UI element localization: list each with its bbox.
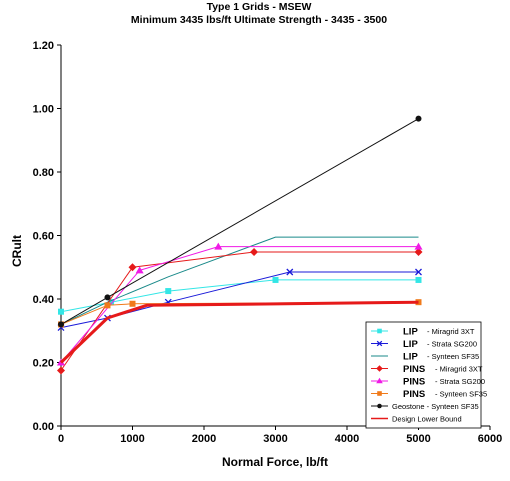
data-point — [415, 299, 422, 306]
x-tick-label: 4000 — [335, 433, 359, 445]
series-path — [60, 251, 419, 371]
y-axis-label: CRult — [10, 235, 24, 267]
data-point — [250, 248, 259, 257]
series-path — [60, 236, 419, 325]
legend-entry: LIP - Miragrid 3XT — [371, 327, 475, 338]
x-tick-label: 0 — [58, 433, 64, 445]
legend-label: - Synteen SF35 — [435, 390, 487, 399]
legend-entry: Geostone - Synteen SF35 — [371, 402, 479, 411]
y-tick-label: 0.20 — [33, 358, 54, 370]
data-point — [57, 366, 65, 375]
x-tick-label: 1000 — [120, 433, 144, 445]
legend-tag: LIP — [403, 327, 418, 338]
legend-tag: LIP — [403, 352, 418, 363]
legend-label: Geostone - Synteen SF35 — [392, 402, 479, 411]
data-point — [129, 300, 136, 307]
legend-tag: PINS — [403, 364, 425, 375]
y-tick-label: 0.40 — [33, 294, 54, 306]
legend-entry: PINS - Synteen SF35 — [371, 389, 487, 400]
legend: LIP - Miragrid 3XT LIP - Strata SG200 LIP - S… — [365, 321, 487, 429]
legend-tag: LIP — [403, 339, 418, 350]
data-point — [415, 276, 422, 283]
data-point — [377, 328, 382, 334]
legend-label: - Miragrid 3XT — [427, 327, 475, 336]
x-tick-label: 5000 — [406, 433, 430, 445]
data-point — [104, 294, 111, 301]
data-point — [376, 365, 383, 372]
series-line — [57, 248, 423, 375]
data-point — [58, 321, 64, 328]
series-path — [59, 300, 419, 364]
data-point — [376, 340, 383, 347]
x-tick-label: 3000 — [263, 433, 287, 445]
x-tick-label: 2000 — [192, 433, 216, 445]
legend-entry: LIP - Synteen SF35 — [371, 352, 479, 363]
legend-entry: PINS - Miragrid 3XT — [371, 364, 483, 375]
data-point — [377, 403, 382, 409]
legend-tag: PINS — [403, 389, 425, 400]
data-point — [415, 115, 422, 122]
x-axis-label: Normal Force, lb/ft — [222, 455, 328, 469]
legend-label: Design Lower Bound — [392, 415, 462, 424]
data-series — [57, 115, 423, 375]
series-line — [60, 236, 419, 325]
data-point — [128, 263, 137, 272]
y-tick-label: 0.80 — [33, 167, 54, 179]
data-point — [165, 288, 172, 295]
y-tick-label: 1.00 — [33, 104, 54, 116]
legend-box — [365, 321, 482, 429]
legend-label: - Strata SG200 — [435, 377, 485, 386]
data-point — [272, 276, 279, 283]
legend-entry: Design Lower Bound — [371, 415, 462, 424]
x-axis-ticks: 0 1000 2000 3000 4000 5000 6000 — [58, 426, 502, 445]
y-axis-ticks: 0.00 0.20 0.40 0.60 0.80 1.00 1.20 — [33, 40, 61, 433]
series-line — [57, 242, 423, 366]
data-point — [415, 268, 422, 276]
data-point — [286, 268, 294, 276]
series-line — [59, 300, 419, 364]
chart-title: Type 1 Grids - MSEW — [207, 1, 312, 13]
data-point — [376, 377, 383, 384]
legend-tag: PINS — [403, 377, 425, 388]
data-point — [135, 266, 144, 274]
data-point — [108, 299, 115, 306]
legend-label: - Strata SG200 — [427, 340, 477, 349]
series-path — [60, 118, 419, 325]
legend-entry: LIP - Strata SG200 — [371, 339, 477, 350]
legend-entry: PINS - Strata SG200 — [371, 377, 485, 388]
data-point — [58, 308, 64, 315]
legend-label: - Synteen SF35 — [427, 352, 479, 361]
series-line — [58, 115, 422, 328]
series-path — [60, 246, 419, 363]
data-point — [414, 248, 423, 257]
data-point — [377, 391, 382, 396]
chart-subtitle: Minimum 3435 lbs/ft Ultimate Strength - … — [131, 14, 387, 26]
y-tick-label: 0.60 — [33, 231, 54, 243]
y-tick-label: 1.20 — [33, 40, 54, 52]
data-point — [104, 302, 111, 309]
y-tick-label: 0.00 — [33, 421, 54, 433]
legend-label: - Miragrid 3XT — [435, 365, 483, 374]
x-tick-label: 6000 — [478, 433, 502, 445]
data-point — [214, 242, 223, 250]
data-point — [414, 242, 423, 250]
